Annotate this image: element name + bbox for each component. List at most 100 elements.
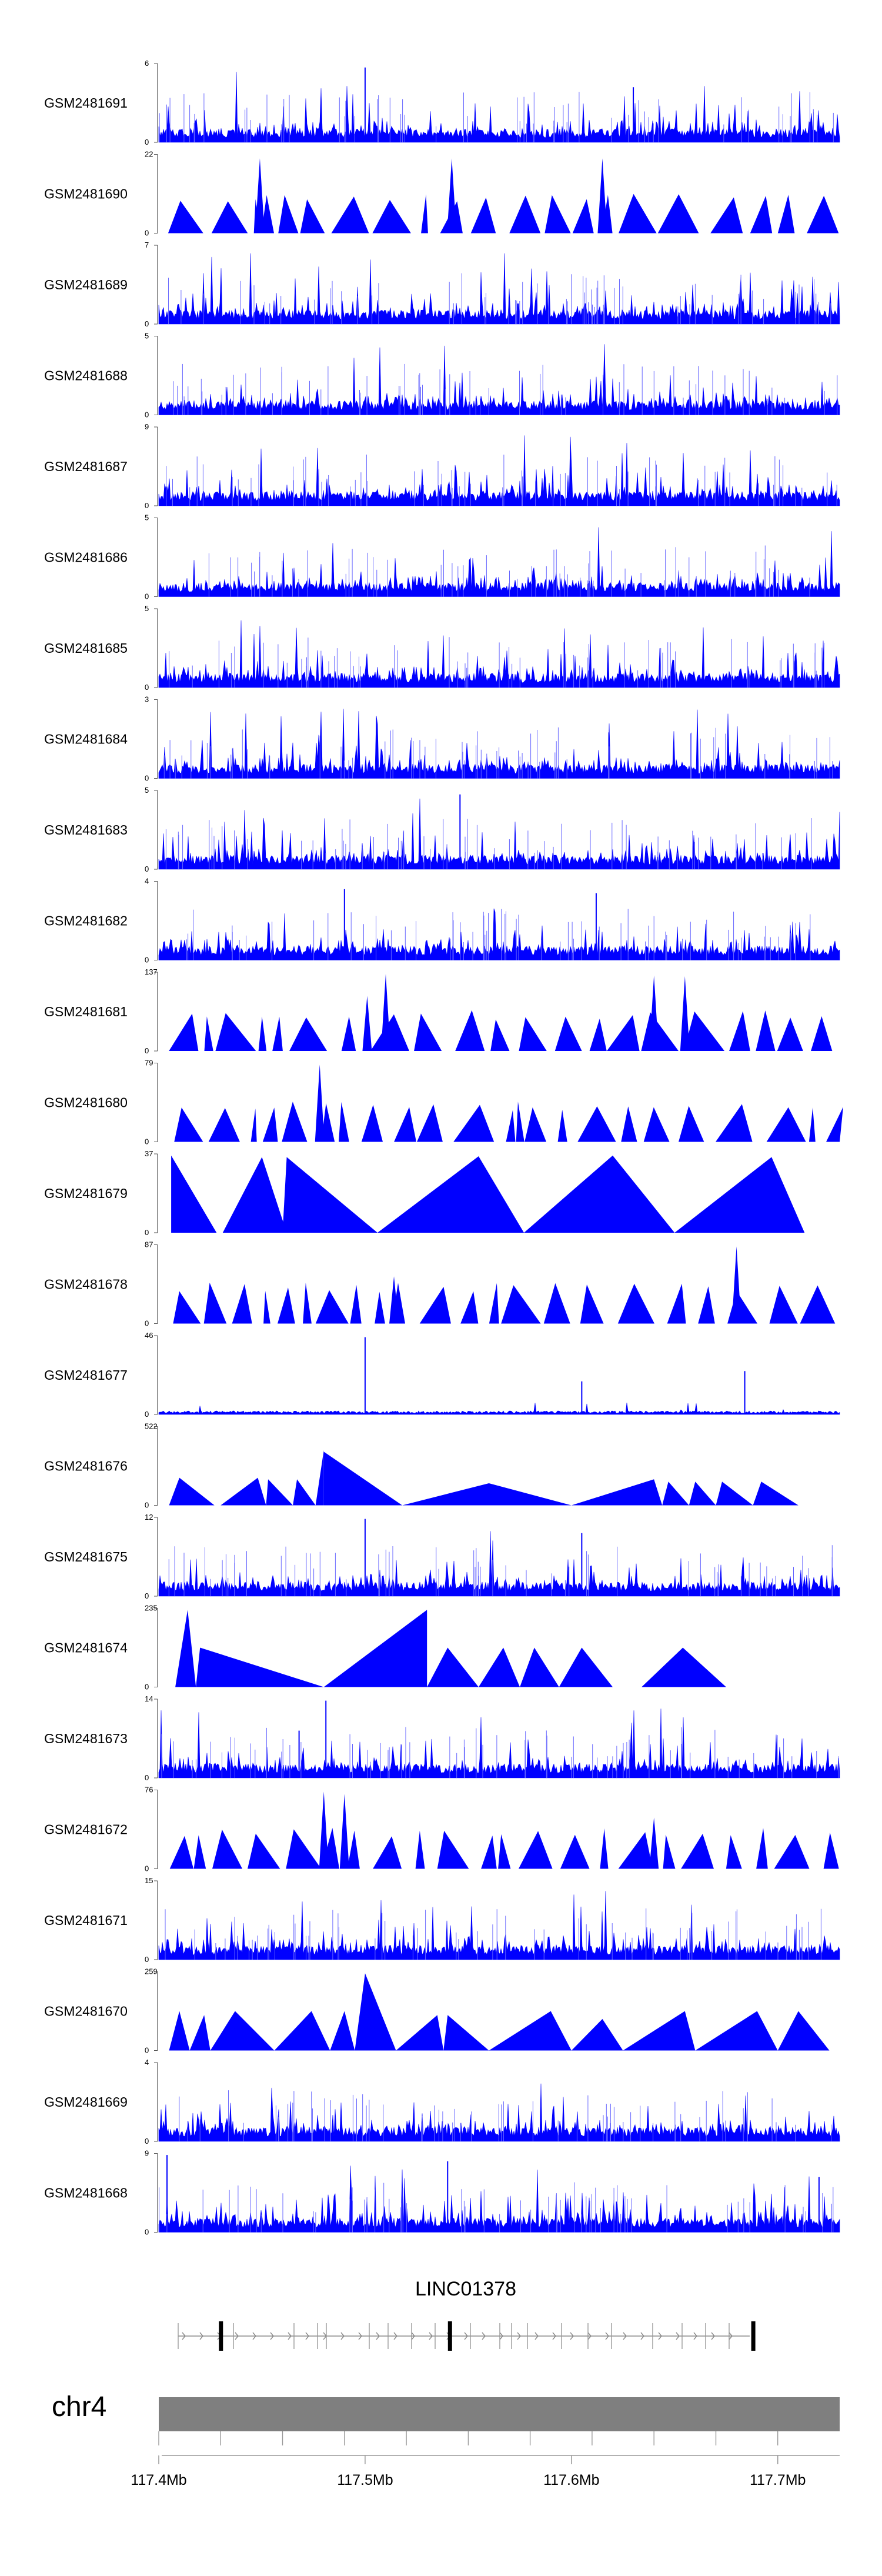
coverage-triangle	[756, 1010, 776, 1051]
track-GSM2481689: GSM2481689 7 0	[44, 241, 840, 328]
y-max-label: 76	[145, 1786, 153, 1794]
exon-block	[219, 2321, 223, 2351]
track-name-label: GSM2481691	[44, 95, 128, 111]
y-max-label: 5	[145, 786, 149, 795]
coverage-shape	[642, 1647, 726, 1687]
coverage-triangle	[204, 1016, 213, 1051]
coverage-triangle	[519, 1017, 547, 1051]
coverage-shape	[210, 2011, 275, 2051]
y-min-label: 0	[145, 501, 149, 510]
axis-tick-label: 117.5Mb	[337, 2472, 393, 2488]
track-name-label: GSM2481682	[44, 913, 128, 929]
coverage-triangle	[437, 1830, 469, 1869]
strand-arrow	[429, 2332, 433, 2340]
coverage-peak	[680, 976, 690, 1051]
exon-block	[751, 2321, 756, 2351]
track-GSM2481671: GSM2481671 15 0	[44, 1876, 840, 1964]
coverage-shape	[559, 1647, 613, 1687]
coverage-peak	[319, 1791, 329, 1869]
y-max-label: 37	[145, 1149, 153, 1158]
axis-ticks: 117.4Mb 117.5Mb 117.6Mb 117.7Mb	[131, 2455, 806, 2488]
y-max-label: 14	[145, 1694, 153, 1703]
strand-arrow	[376, 2332, 380, 2340]
coverage-triangle	[710, 197, 743, 233]
coverage-triangle	[560, 1834, 590, 1869]
coverage-shape	[189, 2015, 211, 2051]
y-max-label: 5	[145, 604, 149, 613]
coverage-shape	[674, 1157, 805, 1233]
coverage-peak	[597, 158, 607, 233]
y-min-label: 0	[145, 1955, 149, 1964]
y-min-label: 0	[145, 1501, 149, 1510]
coverage-triangle	[272, 1016, 283, 1051]
coverage-triangle	[419, 1287, 451, 1324]
chromosome-minor-ticks	[158, 2431, 779, 2445]
y-max-label: 22	[145, 150, 153, 159]
coverage-shape	[274, 2011, 330, 2051]
coverage-triangle	[681, 1834, 714, 1869]
coverage-tracks: GSM248169160GSM2481690220GSM248168970GSM…	[44, 59, 843, 2237]
track-GSM2481685: GSM2481685 5 0	[44, 604, 840, 692]
y-max-label: 79	[145, 1059, 153, 1067]
axis-tick-label: 117.7Mb	[750, 2472, 806, 2488]
strand-arrow	[340, 2332, 345, 2340]
track-GSM2481673: GSM2481673 14 0	[44, 1694, 840, 1782]
coverage-triangle	[501, 1285, 541, 1324]
coverage-shape	[293, 1479, 316, 1506]
coverage-triangle	[808, 1107, 816, 1142]
coverage-area	[158, 527, 840, 597]
coverage-shape	[396, 2015, 444, 2051]
strand-arrow	[534, 2332, 539, 2340]
strand-arrow	[235, 2332, 239, 2340]
strand-arrow	[482, 2332, 486, 2340]
coverage-shape	[716, 1481, 753, 1506]
coverage-triangle	[370, 1014, 409, 1051]
track-name-label: GSM2481668	[44, 2185, 128, 2201]
coverage-shape	[377, 1156, 524, 1233]
chromosome-label: chr4	[52, 2391, 106, 2422]
coverage-area	[158, 1531, 840, 1597]
coverage-triangle	[509, 195, 541, 233]
strand-arrow	[252, 2332, 256, 2340]
track-name-label: GSM2481677	[44, 1367, 128, 1383]
coverage-triangle	[774, 1835, 810, 1869]
coverage-shape	[695, 2011, 778, 2051]
coverage-triangle	[375, 1292, 385, 1324]
track-name-label: GSM2481687	[44, 459, 128, 474]
y-min-label: 0	[145, 865, 149, 873]
track-GSM2481682: GSM2481682 4 0	[44, 877, 840, 965]
coverage-triangle	[657, 194, 699, 233]
y-min-label: 0	[145, 1591, 149, 1600]
coverage-triangle	[580, 1284, 604, 1324]
coverage-triangle	[414, 1013, 442, 1051]
track-name-label: GSM2481684	[44, 732, 128, 747]
y-max-label: 9	[145, 422, 149, 431]
track-GSM2481670: GSM2481670 259 0	[44, 1967, 830, 2055]
coverage-area	[158, 1402, 840, 1415]
track-name-label: GSM2481686	[44, 550, 128, 565]
coverage-shape	[282, 1157, 377, 1233]
coverage-triangle	[460, 1291, 479, 1324]
y-min-label: 0	[145, 2046, 149, 2055]
y-max-label: 259	[145, 1967, 158, 1976]
coverage-triangle	[361, 1105, 383, 1142]
gene-model-track: LINC01378	[178, 2278, 756, 2351]
y-max-label: 7	[145, 241, 149, 249]
coverage-shape	[402, 1483, 489, 1506]
track-GSM2481668: GSM2481668 9 0	[44, 2149, 840, 2237]
coverage-triangle	[489, 1283, 499, 1324]
strand-arrow	[411, 2332, 415, 2340]
coverage-triangle	[811, 1016, 833, 1051]
track-name-label: GSM2481674	[44, 1640, 128, 1656]
coverage-triangle	[232, 1284, 252, 1324]
coverage-triangle	[490, 1019, 510, 1051]
coverage-triangle	[173, 1291, 201, 1324]
coverage-shape	[220, 1477, 266, 1506]
track-GSM2481681: GSM2481681 137 0	[44, 967, 833, 1055]
coverage-shape	[175, 1610, 196, 1687]
coverage-triangle	[470, 197, 496, 233]
coverage-shape	[171, 1155, 217, 1233]
coverage-triangle	[726, 1835, 742, 1869]
track-name-label: GSM2481670	[44, 2004, 128, 2019]
coverage-shape	[330, 2011, 355, 2051]
